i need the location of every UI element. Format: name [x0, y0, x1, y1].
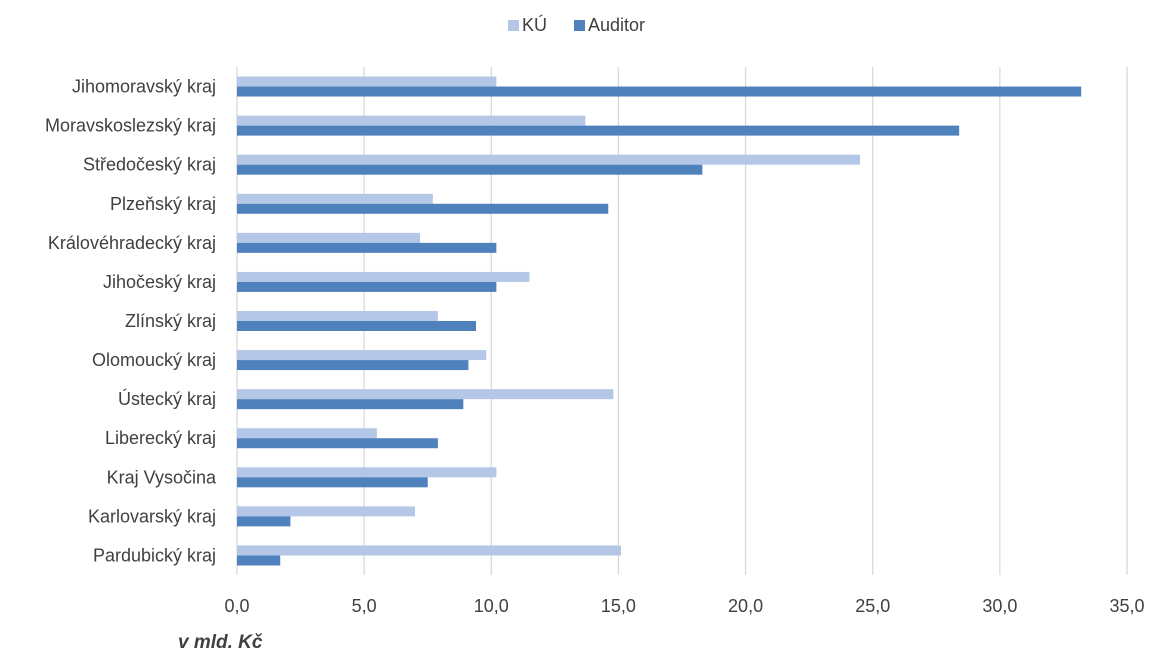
bar-auditor — [237, 125, 960, 136]
category-label: Liberecký kraj — [105, 428, 216, 448]
bar-ku — [237, 428, 377, 439]
bar-auditor — [237, 555, 281, 566]
bar-auditor — [237, 203, 609, 214]
category-label: Středočeský kraj — [83, 155, 216, 175]
x-axis-tick-labels: 0,0 5,0 10,0 15,0 20,0 25,0 30,0 35,0 — [224, 596, 1144, 616]
category-label: Ústecký kraj — [118, 388, 216, 409]
category-label: Moravskoslezský kraj — [45, 116, 216, 136]
bar-auditor — [237, 399, 464, 410]
x-tick-label: 30,0 — [982, 596, 1017, 616]
category-labels: Jihomoravský kraj Moravskoslezský kraj Stř… — [45, 77, 217, 566]
category-label: Královéhradecký kraj — [48, 233, 216, 253]
bar-auditor — [237, 516, 291, 527]
unit-label: v mld. Kč — [178, 632, 263, 653]
category-label: Jihočeský kraj — [103, 272, 216, 292]
bar-auditor — [237, 477, 428, 488]
bar-ku — [237, 193, 433, 204]
bar-ku — [237, 76, 497, 87]
bar-auditor — [237, 242, 497, 253]
bar-ku — [237, 271, 530, 282]
category-label: Olomoucký kraj — [92, 350, 216, 370]
x-tick-label: 10,0 — [474, 596, 509, 616]
bar-ku — [237, 154, 860, 165]
bar-ku — [237, 311, 438, 321]
legend-swatch — [508, 20, 519, 31]
legend: KÚ Auditor — [508, 14, 645, 35]
bar-ku — [237, 115, 586, 126]
bar-ku — [237, 389, 614, 400]
bar-ku — [237, 506, 415, 517]
x-tick-label: 25,0 — [855, 596, 890, 616]
x-tick-label: 0,0 — [224, 596, 249, 616]
category-label: Pardubický kraj — [93, 545, 216, 565]
bar-auditor — [237, 360, 469, 371]
bars — [237, 76, 1082, 566]
bar-auditor — [237, 164, 703, 175]
category-label: Kraj Vysočina — [107, 467, 217, 487]
grid-lines — [236, 67, 1128, 575]
x-tick-label: 5,0 — [352, 596, 377, 616]
category-label: Jihomoravský kraj — [72, 77, 216, 97]
category-label: Karlovarský kraj — [88, 506, 216, 526]
category-label: Plzeňský kraj — [110, 194, 216, 214]
legend-label: Auditor — [588, 15, 645, 35]
bar-auditor — [237, 86, 1082, 97]
category-label: Zlínský kraj — [125, 311, 216, 331]
bar-ku — [237, 467, 497, 478]
bar-ku — [237, 350, 487, 361]
bar-auditor — [237, 438, 438, 449]
bar-ku — [237, 232, 421, 243]
x-tick-label: 35,0 — [1109, 596, 1144, 616]
legend-swatch — [574, 20, 585, 31]
x-tick-label: 15,0 — [601, 596, 636, 616]
legend-label: KÚ — [522, 14, 547, 35]
bar-ku — [237, 545, 621, 556]
x-tick-label: 20,0 — [728, 596, 763, 616]
bar-auditor — [237, 321, 477, 331]
bar-auditor — [237, 281, 497, 292]
